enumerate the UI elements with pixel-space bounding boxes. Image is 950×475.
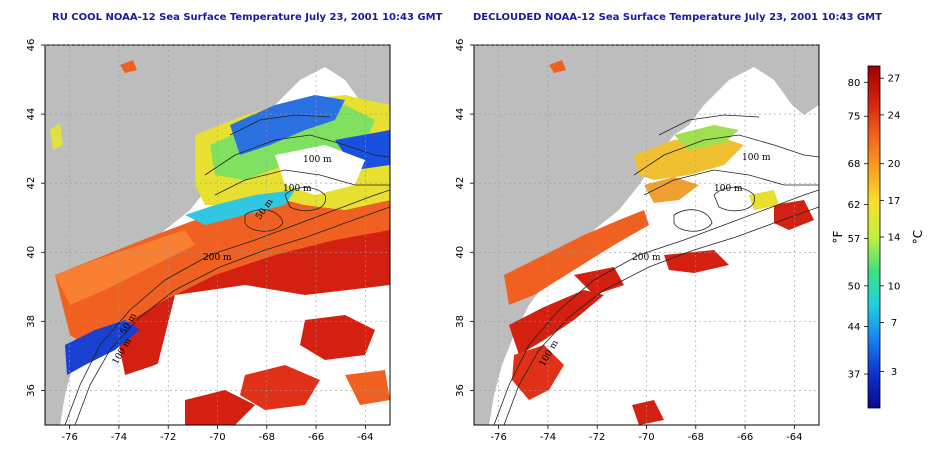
- right-map-ticks: -76 -74 -72 -70 -68 -66 -64 46 44 42 40 38 36: [455, 39, 803, 443]
- lon-tick-label: -68: [688, 432, 704, 443]
- celsius-tick-label: 20: [888, 159, 901, 170]
- colorbar-ticks: 27 24 20 17 14 10 7 3 80 75 68 62 57 50 44 37: [848, 74, 901, 381]
- lat-tick-label: 44: [26, 108, 37, 121]
- lon-tick-label: -72: [160, 432, 176, 443]
- contour-label: 200 m: [632, 253, 661, 263]
- left-map-ticks: -76 -74 -72 -70 -68 -66 -64 46 44 42 40 38 36: [26, 39, 374, 443]
- sst-green-gom: [674, 125, 739, 150]
- contour-label: 100 m: [742, 153, 771, 163]
- left-map-grid: [45, 44, 390, 425]
- sst-red-south-1: [574, 267, 624, 295]
- cloud-patch-1: [275, 145, 365, 195]
- sst-red-south-4: [512, 345, 564, 400]
- contour-label: 100 m: [283, 184, 312, 194]
- lon-tick-label: -70: [638, 432, 654, 443]
- sst-orange-inner: [55, 230, 195, 305]
- lat-tick-label: 42: [26, 177, 37, 190]
- fahrenheit-tick-label: 44: [848, 322, 861, 333]
- contour-label: 100 m: [714, 184, 743, 194]
- sst-blob-5: [120, 60, 137, 73]
- celsius-tick-label: 7: [891, 318, 897, 329]
- sst-red-east: [774, 200, 814, 230]
- land-nova-scotia: [774, 65, 819, 115]
- lat-tick-label: 46: [26, 39, 37, 52]
- lon-tick-label: -66: [308, 432, 324, 443]
- lat-tick-label: 36: [455, 384, 466, 397]
- sst-blob-1: [300, 315, 375, 360]
- lon-tick-label: -70: [209, 432, 225, 443]
- lon-tick-label: -72: [589, 432, 605, 443]
- fahrenheit-tick-label: 57: [848, 234, 861, 245]
- celsius-tick-label: 3: [891, 367, 897, 378]
- lat-tick-label: 38: [26, 315, 37, 328]
- lon-tick-label: -68: [259, 432, 275, 443]
- colorbar-unit-fahrenheit: °F: [831, 230, 845, 243]
- fahrenheit-tick-label: 68: [848, 159, 861, 170]
- sst-red-south-2: [664, 250, 729, 273]
- temperature-colorbar: 27 24 20 17 14 10 7 3 80 75 68 62 57 50 44 37 °F °C: [831, 65, 925, 409]
- sst-blob-6: [50, 123, 63, 150]
- lon-tick-label: -74: [540, 432, 556, 443]
- lat-tick-label: 40: [26, 246, 37, 259]
- fahrenheit-tick-label: 62: [848, 200, 861, 211]
- sst-blob-3: [185, 390, 255, 425]
- fahrenheit-tick-label: 50: [848, 281, 861, 292]
- sst-blue-coastal: [65, 320, 140, 375]
- colorbar-gradient: [867, 65, 881, 409]
- sst-orange-shelf: [55, 195, 390, 345]
- bathymetry-contours: [64, 114, 390, 425]
- right-panel-title: DECLOUDED NOAA-12 Sea Surface Temperatur…: [473, 12, 882, 23]
- sst-orange-blob: [549, 60, 566, 73]
- celsius-tick-label: 10: [888, 281, 901, 292]
- colorbar-unit-celsius: °C: [911, 230, 925, 244]
- sst-cyan-band: [185, 190, 295, 225]
- lat-tick-label: 46: [455, 39, 466, 52]
- celsius-tick-label: 24: [888, 110, 901, 121]
- land-mass: [474, 45, 819, 425]
- lat-tick-label: 42: [455, 177, 466, 190]
- contour-label: 200 m: [203, 253, 232, 263]
- lon-tick-label: -64: [786, 432, 802, 443]
- sst-yellow-gom: [634, 135, 744, 180]
- fahrenheit-tick-label: 75: [848, 112, 861, 123]
- lon-tick-label: -66: [737, 432, 753, 443]
- lon-tick-label: -74: [111, 432, 127, 443]
- lon-tick-label: -76: [61, 432, 77, 443]
- sst-orange-shelf: [504, 210, 649, 305]
- lon-tick-label: -64: [357, 432, 373, 443]
- sst-blob-2: [240, 365, 320, 410]
- sst-red-south-3: [632, 400, 664, 425]
- contour-label: 100 m: [303, 155, 332, 165]
- land-mass: [45, 45, 390, 425]
- celsius-tick-label: 14: [888, 233, 901, 244]
- lat-tick-label: 36: [26, 384, 37, 397]
- sst-blob-4: [345, 370, 390, 405]
- fahrenheit-tick-label: 37: [848, 370, 861, 381]
- sst-yellow-east: [749, 190, 779, 210]
- left-panel-title: RU COOL NOAA-12 Sea Surface Temperature …: [52, 12, 443, 23]
- lon-tick-label: -76: [490, 432, 506, 443]
- sst-orange-gom: [644, 177, 699, 203]
- sst-red-slope: [509, 290, 604, 355]
- lat-tick-label: 44: [455, 108, 466, 121]
- right-map-grid: [474, 44, 819, 425]
- lat-tick-label: 40: [455, 246, 466, 259]
- celsius-tick-label: 17: [888, 196, 901, 207]
- fahrenheit-tick-label: 80: [848, 78, 861, 89]
- lat-tick-label: 38: [455, 315, 466, 328]
- sst-green-gom: [210, 105, 375, 180]
- bathymetry-contours: [493, 114, 819, 425]
- celsius-tick-label: 27: [888, 74, 901, 85]
